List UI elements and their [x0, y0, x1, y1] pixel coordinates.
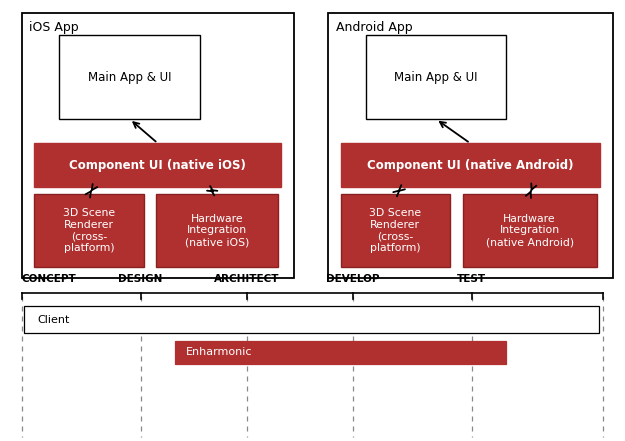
Text: Enharmonic: Enharmonic [186, 348, 253, 357]
Text: Main App & UI: Main App & UI [394, 71, 478, 84]
Text: 3D Scene
Renderer
(cross-
platform): 3D Scene Renderer (cross- platform) [63, 208, 115, 253]
Bar [341, 143, 600, 187]
Text: Hardware
Integration
(native Android): Hardware Integration (native Android) [486, 214, 574, 247]
Text: Client: Client [38, 315, 70, 325]
Bar [328, 13, 612, 278]
Text: ARCHITECT: ARCHITECT [214, 273, 279, 284]
Bar [341, 194, 450, 267]
Bar [34, 143, 281, 187]
Bar [22, 13, 294, 278]
Text: TEST: TEST [458, 273, 486, 284]
Bar [156, 194, 278, 267]
Text: Main App & UI: Main App & UI [88, 71, 171, 84]
Text: Android App: Android App [336, 21, 412, 34]
Bar [59, 35, 200, 119]
Bar [24, 306, 599, 333]
Bar [462, 194, 597, 267]
Text: iOS App: iOS App [29, 21, 79, 34]
Text: DEVELOP: DEVELOP [326, 273, 380, 284]
Text: CONCEPT: CONCEPT [21, 273, 76, 284]
Text: Hardware
Integration
(native iOS): Hardware Integration (native iOS) [185, 214, 249, 247]
Text: Component UI (native iOS): Component UI (native iOS) [69, 159, 246, 172]
Bar [366, 35, 506, 119]
Text: DESIGN: DESIGN [119, 273, 162, 284]
Text: 3D Scene
Renderer
(cross-
platform): 3D Scene Renderer (cross- platform) [369, 208, 421, 253]
Text: Component UI (native Android): Component UI (native Android) [367, 159, 574, 172]
Bar [175, 341, 506, 364]
Bar [34, 194, 144, 267]
